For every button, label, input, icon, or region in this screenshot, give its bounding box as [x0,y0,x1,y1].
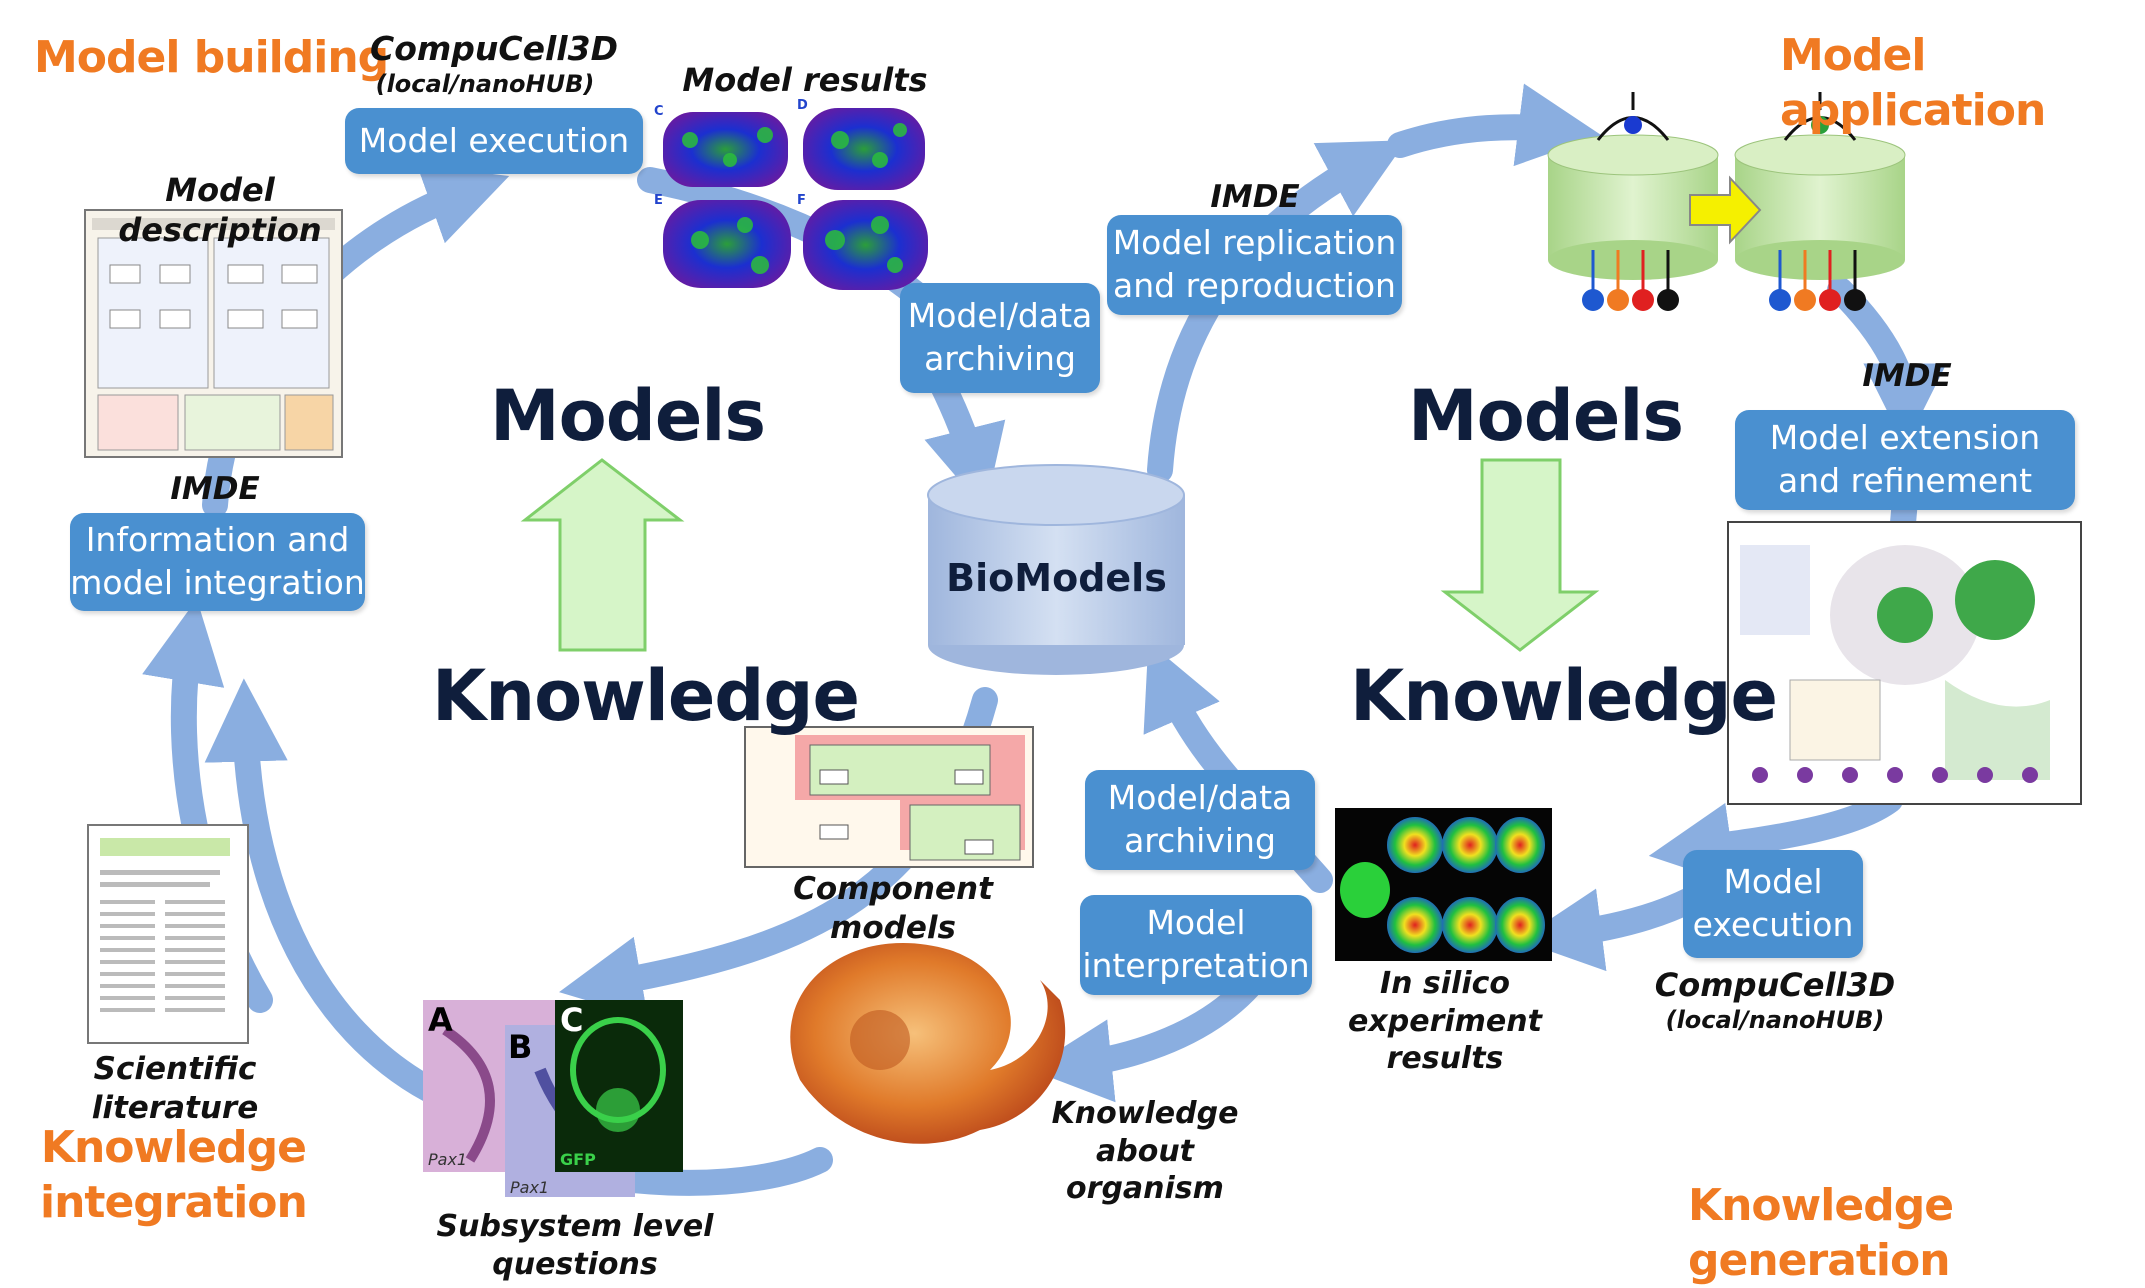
label-imde-left: IMDE [170,471,260,507]
box-model-extension-line2: and refinement [1777,461,2033,500]
box-model-execution-right-line2: execution [1692,905,1854,944]
compucell-sub-left: (local/nanoHUB) [375,70,595,99]
panel-letter-b: B [508,1028,533,1066]
up-arrow-icon [520,458,685,652]
in-silico-results-image [1335,808,1552,961]
compucell-label-left: CompuCell3D (local/nanoHUB) [370,28,618,99]
label-models-right: Models [1408,375,1684,457]
compucell-label-right: CompuCell3D (local/nanoHUB) [1650,965,1900,1035]
panel-caption-a: Pax1 [428,1150,468,1169]
box-model-replication-line2: and reproduction [1113,266,1396,305]
heading-knowledge-integration-line1: Knowledge [40,1122,307,1173]
model-description-image [84,209,343,458]
compucell-title-right: CompuCell3D [1654,966,1896,1004]
box-archiving-right: Model/data archiving [1085,770,1315,870]
panel-letter-c: C [560,1001,584,1039]
label-imde-right: IMDE [1862,358,1952,394]
heading-knowledge-integration-line2: integration [40,1177,308,1228]
label-scientific-literature: Scientific literature [91,1051,259,1126]
box-archiving-left-line2: archiving [924,339,1076,378]
label-in-silico-line2: experiment results [1348,1003,1542,1077]
result-letter-c: C [654,104,664,119]
panel-letter-a: A [428,1001,453,1039]
diagram-artwork [84,83,2082,1197]
box-model-execution-left-text: Model execution [358,120,630,160]
box-model-replication-line1: Model replication [1112,223,1397,263]
panel-caption-c: GFP [560,1150,596,1169]
box-information-integration-line1: Information and [85,520,350,560]
result-letter-f: F [797,193,806,208]
heading-knowledge-integration: Knowledge integration [40,1120,308,1230]
subsystem-images [423,1000,683,1197]
heading-knowledge-generation: Knowledge generation [1688,1180,1954,1286]
label-imde-top: IMDE [1210,179,1300,215]
compucell-title-left: CompuCell3D [370,29,618,68]
panel-caption-b: Pax1 [510,1178,550,1197]
box-model-interpretation-line1: Model [1146,903,1246,943]
label-models-left: Models [490,375,766,457]
box-model-execution-right: Model execution [1683,850,1863,958]
box-model-execution-left: Model execution [345,108,643,174]
heading-model-building: Model building [34,32,389,83]
scientific-literature-image [87,824,249,1044]
box-model-execution-right-line1: Model [1723,862,1823,902]
right-arrow-icon [1689,175,1762,245]
label-organism-line1: Knowledge [1051,1096,1239,1131]
box-model-interpretation-line2: interpretation [1082,946,1310,985]
box-archiving-left-line1: Model/data [907,296,1093,336]
box-model-interpretation: Model interpretation [1080,895,1312,995]
label-in-silico-line1: In silico [1379,966,1511,1001]
box-archiving-right-line2: archiving [1124,821,1276,860]
label-model-results: Model results [682,61,928,99]
heading-model-application: Model application [1780,30,2046,136]
component-models-image [744,726,1034,868]
box-information-integration-line2: model integration [70,563,365,602]
organism-embryo-image [790,942,1066,1144]
result-letter-d: D [797,98,808,113]
label-component-models: Component models [793,871,993,946]
label-subsystem-questions: Subsystem level questions [436,1209,714,1282]
box-archiving-right-line1: Model/data [1107,778,1293,818]
label-biomodels: BioModels [946,556,1167,600]
result-letter-e: E [654,193,663,208]
down-arrow-icon [1440,458,1600,652]
model-results-images [663,108,928,290]
label-organism-line2: about organism [1066,1133,1224,1207]
box-information-integration: Information and model integration [70,513,365,611]
label-knowledge-right: Knowledge [1350,655,1778,737]
box-model-extension-line1: Model extension [1769,418,2041,458]
biomodels-database-icon [927,464,1185,675]
compucell-sub-right: (local/nanoHUB) [1665,1006,1885,1034]
label-in-silico-results: In silico experiment results [1290,965,1600,1078]
label-knowledge-left: Knowledge [432,655,860,737]
model-extension-image [1727,521,2082,805]
label-knowledge-about-organism: Knowledge about organism [1015,1095,1275,1208]
box-model-extension: Model extension and refinement [1735,410,2075,510]
model-application-drums [1547,92,1906,311]
workflow-diagram: Model building Model application Knowled… [34,28,2082,1286]
box-model-replication: Model replication and reproduction [1107,215,1402,315]
eye-icon [1596,92,1857,141]
label-model-description: Model description [118,171,322,249]
box-archiving-left: Model/data archiving [900,283,1100,393]
